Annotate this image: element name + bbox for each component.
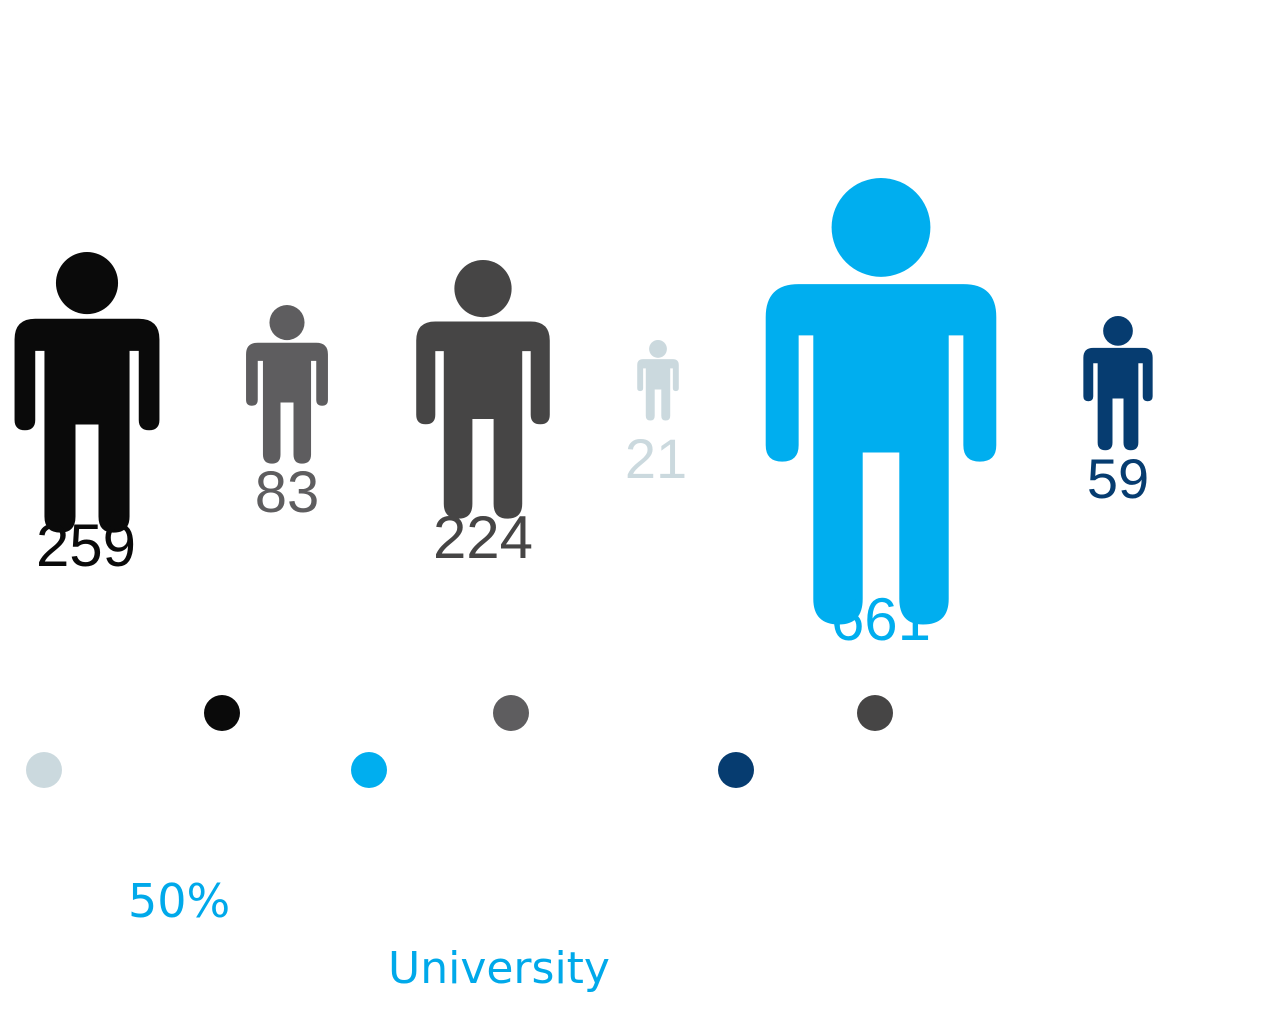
value-label: 661 <box>831 586 931 653</box>
person-icon <box>765 178 997 625</box>
value-label: 83 <box>255 460 320 525</box>
figures-group <box>14 178 1153 625</box>
value-label: 259 <box>36 512 136 579</box>
percent-label: 50% <box>128 874 231 928</box>
person-icon <box>416 260 550 519</box>
value-label: 59 <box>1087 447 1149 510</box>
legend-dot <box>718 752 754 788</box>
value-label: 224 <box>433 504 533 571</box>
legend-dot <box>857 695 893 731</box>
legend-dot <box>26 752 62 788</box>
value-labels-group: 259 83 224 21 661 59 <box>36 427 1149 653</box>
legend-dots-group <box>26 695 893 788</box>
person-icon <box>14 252 160 533</box>
legend-dot <box>204 695 240 731</box>
legend-dot <box>351 752 387 788</box>
category-label: University <box>388 943 610 994</box>
person-icon <box>246 305 328 464</box>
value-label: 21 <box>625 427 687 490</box>
person-icon <box>637 340 679 421</box>
legend-dot <box>493 695 529 731</box>
person-icon <box>1083 316 1153 451</box>
